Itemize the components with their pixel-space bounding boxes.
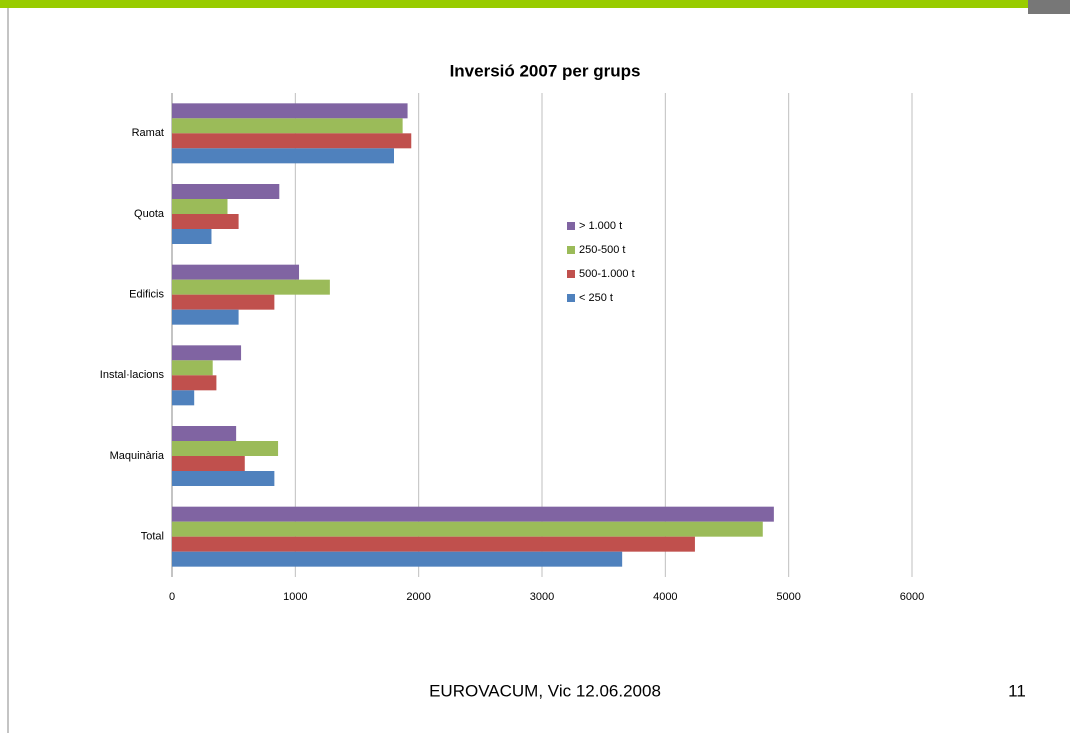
bar [172, 345, 242, 361]
legend-label: 500-1.000 t [579, 268, 635, 280]
bar [172, 309, 239, 325]
bar [172, 294, 275, 310]
x-tick-label: 4000 [653, 591, 677, 603]
legend-label: 250-500 t [579, 244, 625, 256]
x-tick-label: 5000 [776, 591, 800, 603]
bar [172, 456, 245, 471]
bar [172, 264, 300, 280]
legend-swatch [567, 294, 575, 302]
bar [172, 536, 695, 552]
footer-text: EUROVACUM, Vic 12.06.2008 [429, 681, 661, 700]
y-tick-label: Ramat [132, 127, 164, 139]
bar [172, 118, 403, 134]
x-tick-label: 2000 [406, 591, 430, 603]
legend-label: > 1.000 t [579, 220, 622, 232]
y-tick-label: Total [141, 531, 164, 543]
y-tick-label: Quota [134, 208, 165, 220]
bar [172, 521, 763, 537]
y-tick-label: Edificis [129, 289, 164, 301]
page-number: 11 [1008, 681, 1026, 700]
bar [172, 279, 330, 295]
bar [172, 133, 412, 149]
x-tick-label: 1000 [283, 591, 307, 603]
x-tick-label: 6000 [900, 591, 924, 603]
legend-swatch [567, 270, 575, 278]
bar [172, 506, 774, 522]
chart-title: Inversió 2007 per grups [450, 61, 641, 80]
y-tick-label: Instal·lacions [100, 369, 165, 381]
x-tick-label: 0 [169, 591, 175, 603]
bar [172, 426, 237, 441]
bar [172, 390, 195, 406]
bar [172, 360, 213, 376]
bar [172, 148, 394, 164]
bar [172, 551, 623, 567]
corner-image [1028, 0, 1070, 14]
bar [172, 441, 279, 456]
bar [172, 199, 228, 214]
legend-swatch [567, 246, 575, 254]
y-tick-label: Maquinària [110, 450, 165, 462]
bar [172, 471, 275, 486]
bar [172, 229, 212, 244]
top-band [0, 0, 1070, 8]
x-tick-label: 3000 [530, 591, 554, 603]
bar [172, 375, 217, 391]
bar [172, 214, 239, 229]
bar [172, 184, 280, 199]
legend-label: < 250 t [579, 292, 613, 304]
legend-swatch [567, 222, 575, 230]
bar [172, 103, 408, 119]
